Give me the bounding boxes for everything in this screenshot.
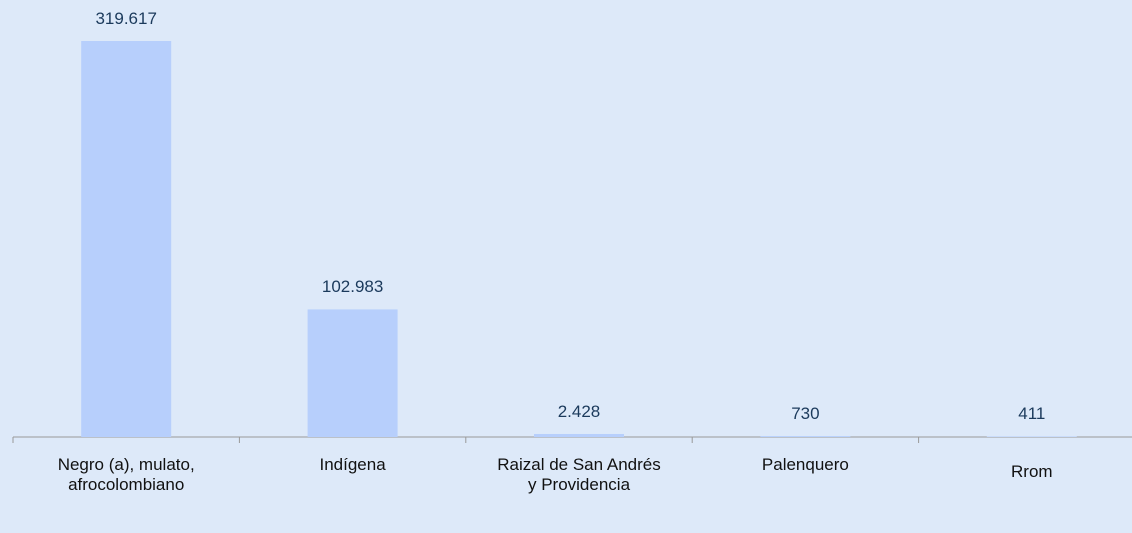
bar xyxy=(534,433,624,437)
x-tick-label: Palenquero xyxy=(761,455,849,474)
x-tick-label: Indígena xyxy=(319,455,386,474)
x-tick-label: Negro (a), mulato, afrocolombiano xyxy=(57,455,195,494)
bar xyxy=(986,436,1077,437)
value-label: 319.617 xyxy=(95,9,157,28)
value-label: 730 xyxy=(791,404,820,424)
bar xyxy=(307,309,398,437)
value-label: 411 xyxy=(1018,404,1046,424)
bar xyxy=(760,436,851,437)
value-label: 2.428 xyxy=(557,401,601,421)
value-label: 102.983 xyxy=(321,277,384,297)
bar xyxy=(81,41,172,437)
x-tick-label: Rrom xyxy=(1011,462,1053,481)
x-tick-label: Raizal de San Andrés y Providencia xyxy=(497,455,661,494)
